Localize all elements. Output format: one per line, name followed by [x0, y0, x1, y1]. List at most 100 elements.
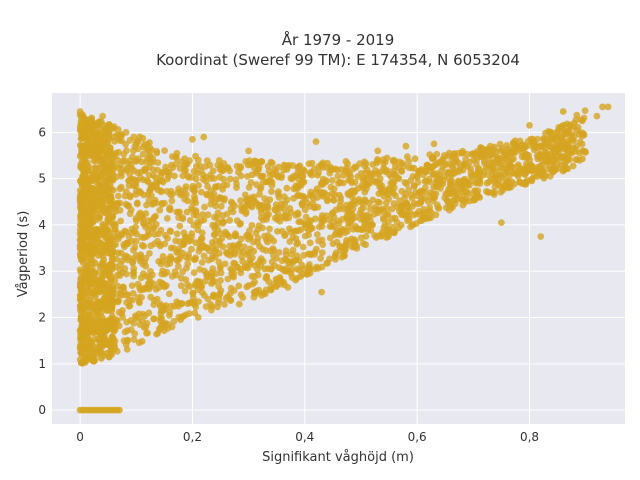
data-point — [130, 336, 138, 343]
data-point — [237, 269, 245, 277]
data-point — [364, 181, 372, 189]
data-point — [122, 140, 129, 148]
data-point — [130, 133, 138, 141]
data-point — [514, 161, 522, 169]
data-point — [85, 271, 92, 278]
data-point — [125, 302, 133, 310]
data-point — [280, 267, 288, 275]
data-point — [593, 112, 601, 120]
data-point — [497, 172, 505, 179]
data-point — [130, 176, 138, 183]
data-point — [117, 183, 125, 191]
data-point — [87, 211, 95, 219]
data-point — [118, 291, 126, 299]
data-point — [536, 166, 544, 174]
data-point — [109, 333, 116, 340]
data-point — [330, 196, 338, 204]
data-point — [192, 239, 199, 247]
y-tick-label: 1 — [38, 357, 46, 371]
data-point — [115, 164, 123, 172]
data-point — [158, 314, 166, 322]
data-point — [197, 188, 205, 196]
data-point — [210, 291, 218, 299]
data-point — [111, 205, 119, 213]
data-point — [310, 165, 318, 173]
data-point — [323, 191, 331, 199]
data-point — [579, 155, 586, 163]
data-point — [410, 211, 418, 219]
data-point — [96, 147, 104, 155]
data-point — [549, 138, 556, 146]
data-point — [134, 155, 142, 163]
data-point — [312, 138, 320, 146]
data-point — [391, 228, 399, 235]
data-point — [292, 172, 300, 180]
data-point — [375, 190, 383, 198]
data-point — [154, 186, 162, 194]
data-point — [233, 162, 241, 170]
data-point — [226, 167, 234, 175]
data-point — [246, 227, 253, 235]
data-point — [188, 245, 195, 253]
data-point — [569, 162, 577, 170]
data-point — [254, 234, 262, 242]
data-point — [105, 121, 113, 128]
y-axis-label: Vågperiod (s) — [16, 211, 31, 298]
data-point — [318, 263, 326, 271]
data-point — [359, 214, 367, 222]
data-point — [327, 166, 335, 174]
data-point — [98, 203, 105, 211]
x-tick-label: 0,8 — [520, 430, 539, 444]
data-point — [129, 290, 137, 297]
data-point — [337, 194, 345, 202]
data-point — [223, 181, 231, 189]
data-point — [458, 149, 466, 157]
data-point — [177, 282, 185, 290]
data-point — [543, 150, 551, 158]
data-point — [91, 150, 99, 158]
data-point — [446, 179, 454, 186]
data-point — [122, 240, 129, 248]
data-point — [261, 232, 268, 240]
data-point — [458, 196, 466, 204]
data-point — [313, 245, 320, 253]
data-point — [163, 260, 171, 268]
data-point — [230, 242, 237, 249]
data-point — [178, 300, 186, 307]
data-point — [317, 181, 325, 188]
data-point — [291, 227, 299, 235]
data-point — [198, 259, 206, 266]
data-point — [83, 180, 90, 188]
data-point — [80, 134, 88, 142]
data-point — [294, 192, 302, 200]
data-point — [434, 204, 442, 212]
data-point — [182, 276, 190, 283]
data-point — [259, 172, 267, 180]
data-point — [150, 172, 157, 179]
data-point — [87, 347, 95, 355]
data-point — [147, 158, 154, 166]
data-point — [335, 220, 343, 228]
data-point — [276, 275, 284, 283]
data-point — [374, 147, 382, 155]
data-point — [215, 258, 223, 266]
data-point — [389, 180, 396, 188]
data-point — [438, 167, 446, 175]
data-point — [305, 231, 312, 239]
data-point — [119, 157, 127, 165]
data-point — [306, 239, 314, 247]
data-point — [215, 283, 223, 290]
data-point — [528, 167, 535, 174]
data-point — [527, 161, 534, 169]
data-point — [211, 213, 218, 221]
data-point — [100, 230, 108, 238]
data-point — [202, 303, 210, 310]
data-point — [578, 140, 586, 148]
data-point — [182, 311, 190, 319]
data-point — [96, 282, 103, 290]
data-point — [174, 263, 182, 270]
data-point — [217, 202, 225, 210]
data-point — [549, 144, 557, 152]
data-point — [261, 265, 268, 273]
data-point — [444, 168, 452, 176]
